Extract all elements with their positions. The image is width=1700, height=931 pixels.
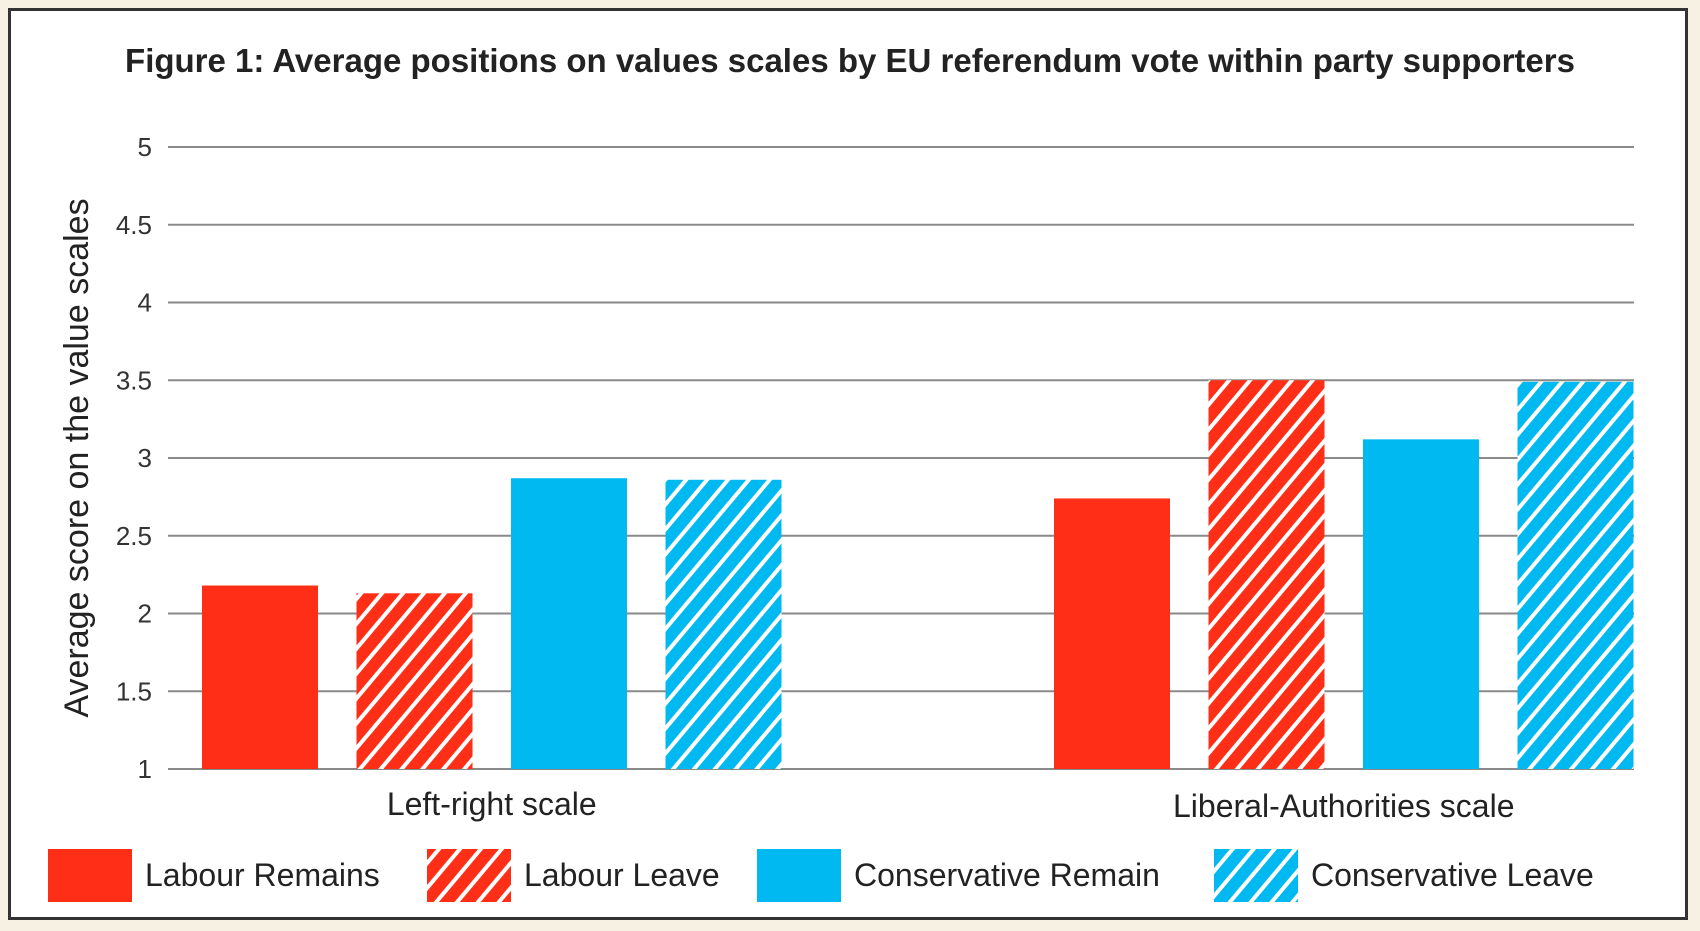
bar-labour-remains — [202, 585, 318, 769]
y-tick-label: 3 — [138, 443, 152, 473]
bar-conservative-leave — [1517, 381, 1634, 769]
legend-label: Labour Leave — [524, 857, 720, 893]
legend-label: Conservative Remain — [854, 857, 1160, 893]
legend-swatch — [1214, 849, 1298, 902]
y-tick-label: 4.5 — [116, 210, 152, 240]
bar-conservative-remain — [511, 478, 627, 769]
y-tick-label: 2 — [138, 599, 152, 629]
bar-conservative-remain — [1363, 439, 1479, 769]
bar-labour-leave — [356, 593, 473, 769]
y-tick-label: 4 — [138, 288, 152, 318]
legend-label: Labour Remains — [145, 857, 380, 893]
y-tick-label: 2.5 — [116, 521, 152, 551]
bar-conservative-leave — [665, 479, 782, 769]
chart-title: Figure 1: Average positions on values sc… — [125, 42, 1575, 79]
y-tick-label: 3.5 — [116, 365, 152, 395]
legend-label: Conservative Leave — [1311, 857, 1594, 893]
bar-labour-leave — [1208, 380, 1325, 769]
legend-swatch — [757, 849, 841, 902]
bar-labour-remains — [1054, 498, 1170, 769]
legend-swatch — [48, 849, 132, 902]
y-tick-label: 5 — [138, 132, 152, 162]
x-category-label: Liberal-Authorities scale — [1173, 788, 1515, 824]
legend-swatch — [427, 849, 511, 902]
y-axis-label: Average score on the value scales — [58, 198, 96, 717]
x-category-label: Left-right scale — [387, 786, 597, 822]
y-tick-label: 1.5 — [116, 676, 152, 706]
y-tick-label: 1 — [138, 754, 152, 784]
